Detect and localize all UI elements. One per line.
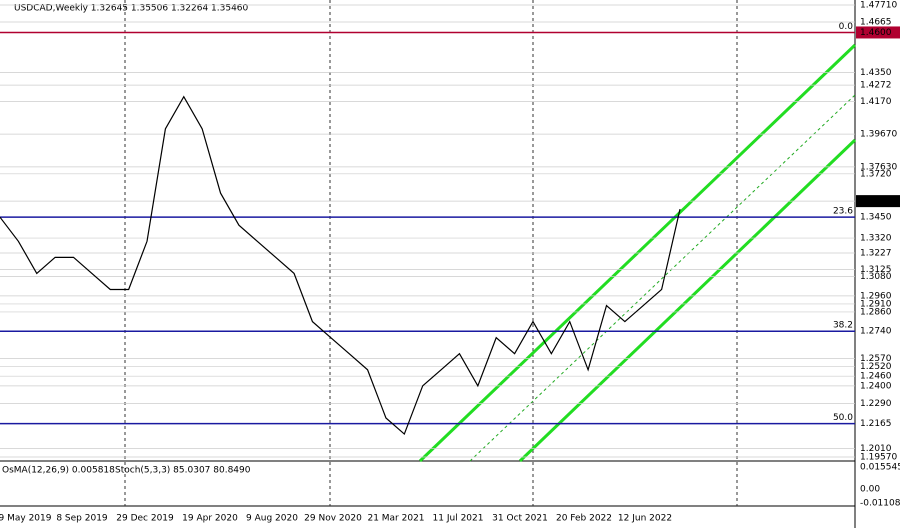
fib-label: 50.0 <box>833 413 853 423</box>
date-label: 19 Apr 2020 <box>182 514 238 524</box>
fib-label: 38.2 <box>833 321 853 331</box>
date-label: 9 Aug 2020 <box>246 514 298 524</box>
price-label: 1.2740 <box>860 327 892 337</box>
price-label: 1.2010 <box>860 444 892 454</box>
osma-label: OsMA(12,26,9) 0.005818 <box>2 466 115 476</box>
date-label: 12 Jun 2022 <box>618 514 672 524</box>
price-label: 1.2460 <box>860 372 892 382</box>
fib-label: 0.0 <box>839 22 854 32</box>
ind-axis: 0.015545 <box>860 463 900 473</box>
date-label: 20 Feb 2022 <box>556 514 612 524</box>
price-line <box>0 95 681 436</box>
price-label: 1.3550 <box>860 197 892 207</box>
price-label: 1.3080 <box>860 272 892 282</box>
price-highlight <box>856 26 900 39</box>
price-label: 1.37630 <box>860 162 897 172</box>
price-label: 1.3720 <box>860 169 892 179</box>
price-label: 1.2520 <box>860 362 892 372</box>
price-highlight <box>856 195 900 208</box>
price-label: 1.4170 <box>860 97 892 107</box>
date-label: 21 Mar 2021 <box>367 514 424 524</box>
ind-axis: -0.011083 <box>860 499 900 509</box>
date-label: 31 Oct 2021 <box>492 514 548 524</box>
stoch-label: Stoch(5,3,3) 85.0307 80.8490 <box>115 466 251 476</box>
ind-axis: 0.00 <box>860 485 880 495</box>
price-label: 1.2290 <box>860 399 892 409</box>
price-label: 1.47710 <box>860 1 897 11</box>
channel-mid <box>469 94 856 462</box>
price-label: 1.4665 <box>860 18 892 28</box>
fib-label: 23.6 <box>833 207 853 217</box>
price-label: 1.4600 <box>860 28 892 38</box>
price-label: 1.4350 <box>860 68 892 78</box>
price-label: 1.4272 <box>860 81 892 91</box>
price-label: 1.3450 <box>860 213 892 223</box>
date-label: 29 Dec 2019 <box>116 514 174 524</box>
price-label: 1.2910 <box>860 299 892 309</box>
price-label: 1.2960 <box>860 291 892 301</box>
date-label: 8 Sep 2019 <box>56 514 108 524</box>
price-label: 1.2570 <box>860 354 892 364</box>
date-label: 11 Jul 2021 <box>433 514 484 524</box>
price-label: 1.39670 <box>860 130 897 140</box>
price-label: 1.3320 <box>860 234 892 244</box>
price-label: 1.19570 <box>860 453 897 463</box>
price-label: 1.2400 <box>860 381 892 391</box>
price-label: 1.2860 <box>860 307 892 317</box>
price-label: 1.3125 <box>860 265 892 275</box>
price-label: 1.3227 <box>860 249 892 259</box>
header: USDCAD,Weekly 1.32645 1.35506 1.32264 1.… <box>14 4 249 14</box>
date-label: 9 May 2019 <box>0 514 52 524</box>
price-label: 1.2165 <box>860 419 892 429</box>
date-label: 29 Nov 2020 <box>304 514 362 524</box>
